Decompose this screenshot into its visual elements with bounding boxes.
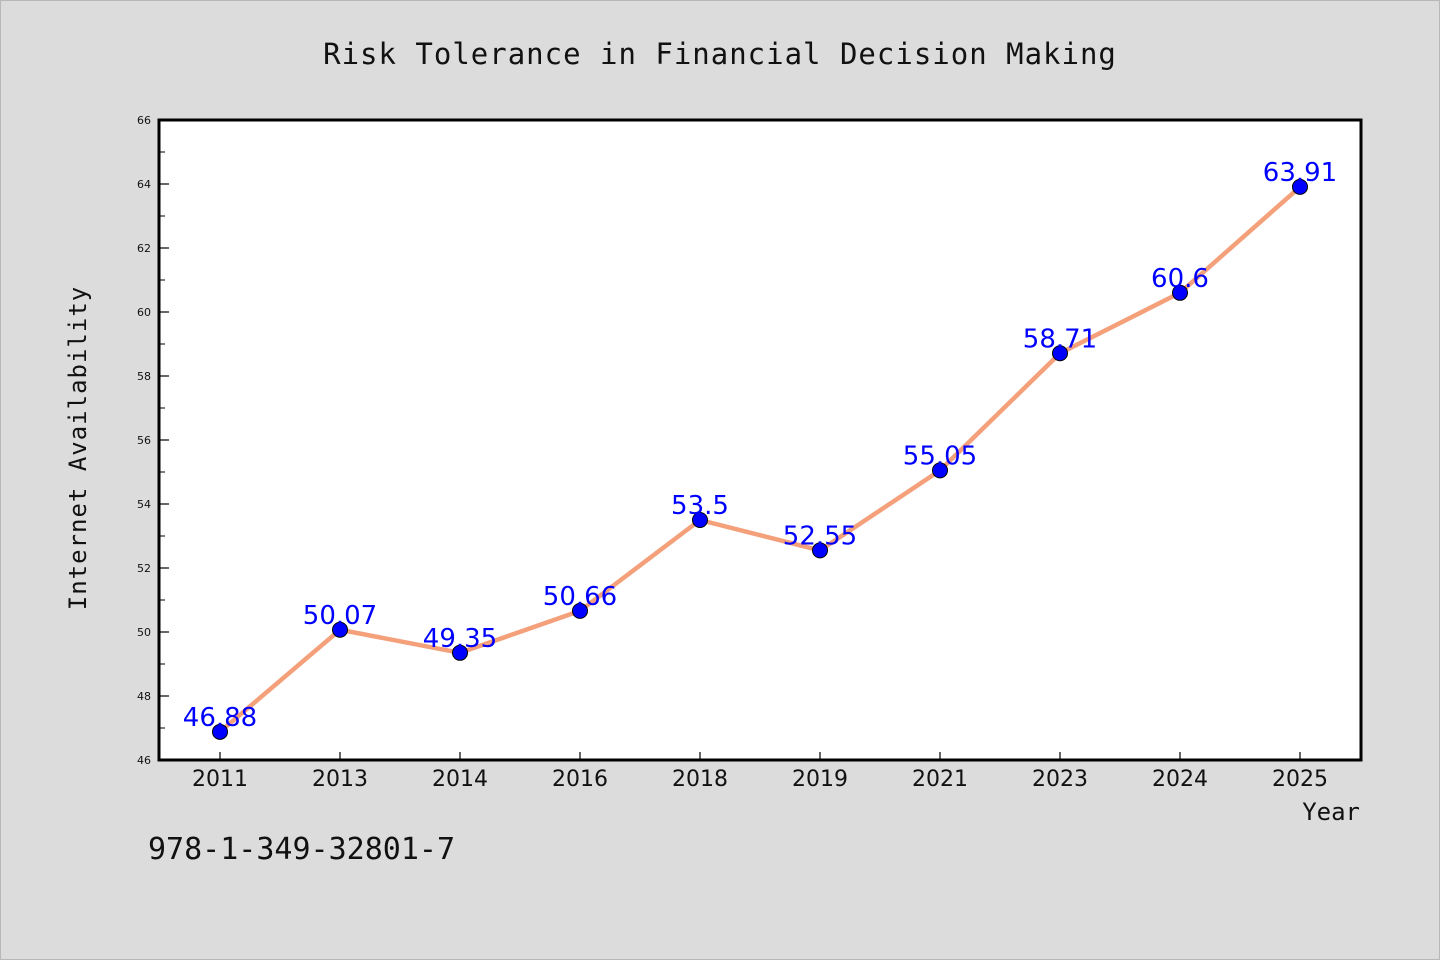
x-axis-label: Year (1302, 798, 1360, 826)
chart-title: Risk Tolerance in Financial Decision Mak… (323, 37, 1117, 71)
data-point (932, 462, 948, 479)
y-tick-label: 50 (137, 626, 151, 639)
x-tick-label: 2014 (432, 767, 488, 792)
y-tick-label: 64 (137, 178, 151, 191)
data-label: 55.05 (903, 441, 977, 471)
data-label: 58.71 (1023, 324, 1097, 354)
data-point (812, 542, 828, 559)
data-label: 60.6 (1151, 264, 1209, 294)
y-axis-label: Internet Availability (64, 286, 92, 610)
plot-area (157, 118, 1363, 762)
x-tick-label: 2024 (1152, 767, 1208, 792)
data-point (1172, 284, 1188, 301)
data-point (1292, 178, 1308, 195)
y-axis-ticks: 46 48 50 52 54 56 58 60 62 64 66 (137, 114, 169, 767)
x-tick-label: 2013 (312, 767, 368, 792)
data-label: 63.91 (1263, 158, 1337, 188)
data-label: 46.88 (183, 703, 257, 733)
x-axis-ticks: 2011 2013 2014 2016 2018 2019 2021 2023 2024 2025 (192, 752, 1328, 792)
data-label: 49.35 (423, 624, 497, 654)
isbn-label: 978-1-349-32801-7 (148, 832, 456, 867)
data-label: 50.07 (303, 601, 377, 631)
x-tick-label: 2025 (1272, 767, 1328, 792)
data-label: 52.55 (783, 521, 857, 551)
y-tick-label: 52 (137, 562, 151, 575)
data-point (692, 512, 708, 528)
data-point (332, 621, 348, 638)
x-tick-label: 2018 (672, 767, 728, 792)
x-tick-label: 2011 (192, 767, 248, 792)
data-point (1052, 345, 1068, 362)
data-point (212, 723, 228, 740)
data-point (572, 602, 588, 619)
y-tick-label: 48 (137, 690, 151, 703)
y-tick-label: 46 (137, 754, 151, 767)
series-layer: 46.88 50.07 49.35 50.66 53.5 52.55 55.05 58.71 6… (183, 158, 1337, 740)
data-label: 53.5 (671, 491, 729, 521)
data-label: 50.66 (543, 582, 617, 612)
x-tick-label: 2021 (912, 767, 968, 792)
y-tick-label: 58 (137, 370, 151, 383)
x-tick-label: 2016 (552, 767, 608, 792)
y-tick-label: 60 (137, 306, 151, 319)
x-tick-label: 2019 (792, 767, 848, 792)
y-tick-label: 66 (137, 114, 151, 127)
series-line (218, 185, 1302, 734)
data-point (452, 644, 468, 661)
y-tick-label: 54 (137, 498, 151, 511)
y-tick-label: 56 (137, 434, 151, 447)
y-tick-label: 62 (137, 242, 151, 255)
x-tick-label: 2023 (1032, 767, 1088, 792)
